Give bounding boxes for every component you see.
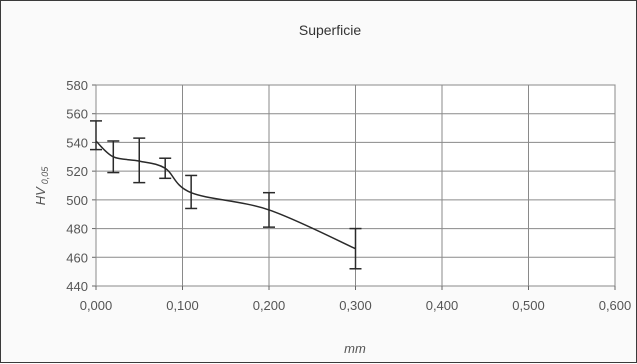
- y-tick-label: 500: [66, 193, 88, 208]
- series-line: [95, 140, 356, 250]
- x-tick-labels: 0,000 0,100 0,200 0,300 0,400 0,500 0,600: [80, 298, 632, 313]
- y-axis-label-group: HV0,05: [33, 166, 50, 206]
- grid: [92, 84, 616, 290]
- y-tick-label: 560: [66, 107, 88, 122]
- x-tick-label: 0,600: [599, 298, 632, 313]
- x-tick-label: 0,500: [512, 298, 545, 313]
- y-axis-label-main: HV: [33, 186, 48, 205]
- x-tick-label: 0,400: [426, 298, 459, 313]
- error-bar: [90, 120, 102, 151]
- x-tick-label: 0,100: [166, 298, 199, 313]
- y-tick-label: 480: [66, 222, 88, 237]
- y-axis-label: HV0,05: [33, 166, 50, 206]
- y-tick-labels: 440 460 480 500 520 540 560 580: [66, 78, 88, 294]
- y-tick-label: 520: [66, 164, 88, 179]
- y-tick-label: 460: [66, 250, 88, 265]
- y-tick-label: 540: [66, 135, 88, 150]
- x-tick-label: 0,000: [80, 298, 113, 313]
- y-tick-label: 440: [66, 279, 88, 294]
- chart-title: Superficie: [299, 22, 361, 38]
- x-tick-label: 0,300: [339, 298, 372, 313]
- x-axis-label: mm: [344, 341, 366, 356]
- y-tick-label: 580: [66, 78, 88, 93]
- y-axis-label-subscript: 0,05: [40, 166, 50, 185]
- x-tick-label: 0,200: [253, 298, 286, 313]
